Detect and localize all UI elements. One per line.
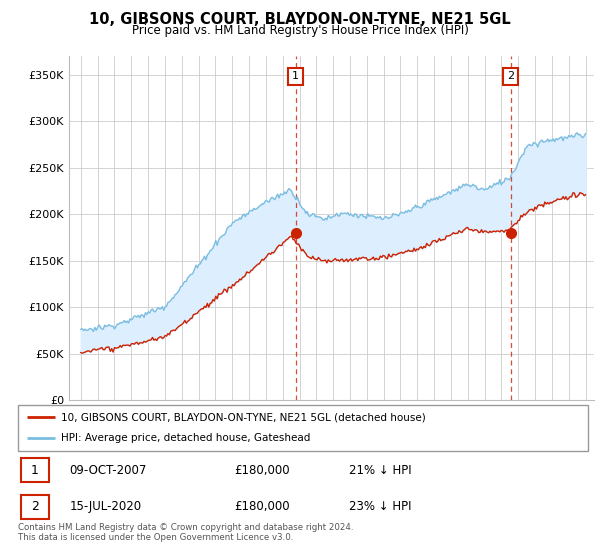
- Text: 2: 2: [31, 500, 39, 514]
- Bar: [21, 494, 49, 519]
- Text: 10, GIBSONS COURT, BLAYDON-ON-TYNE, NE21 5GL (detached house): 10, GIBSONS COURT, BLAYDON-ON-TYNE, NE21…: [61, 412, 425, 422]
- Text: HPI: Average price, detached house, Gateshead: HPI: Average price, detached house, Gate…: [61, 433, 310, 444]
- Text: 09-OCT-2007: 09-OCT-2007: [70, 464, 146, 477]
- Text: 1: 1: [292, 72, 299, 81]
- Text: 23% ↓ HPI: 23% ↓ HPI: [349, 500, 411, 514]
- Text: Contains HM Land Registry data © Crown copyright and database right 2024.: Contains HM Land Registry data © Crown c…: [18, 523, 353, 532]
- Text: Price paid vs. HM Land Registry's House Price Index (HPI): Price paid vs. HM Land Registry's House …: [131, 24, 469, 37]
- Text: 2: 2: [507, 72, 514, 81]
- Text: £180,000: £180,000: [235, 464, 290, 477]
- Text: 10, GIBSONS COURT, BLAYDON-ON-TYNE, NE21 5GL: 10, GIBSONS COURT, BLAYDON-ON-TYNE, NE21…: [89, 12, 511, 27]
- Text: 15-JUL-2020: 15-JUL-2020: [70, 500, 142, 514]
- Bar: [21, 458, 49, 483]
- Text: 21% ↓ HPI: 21% ↓ HPI: [349, 464, 411, 477]
- Text: 1: 1: [31, 464, 39, 477]
- Text: £180,000: £180,000: [235, 500, 290, 514]
- Text: This data is licensed under the Open Government Licence v3.0.: This data is licensed under the Open Gov…: [18, 533, 293, 542]
